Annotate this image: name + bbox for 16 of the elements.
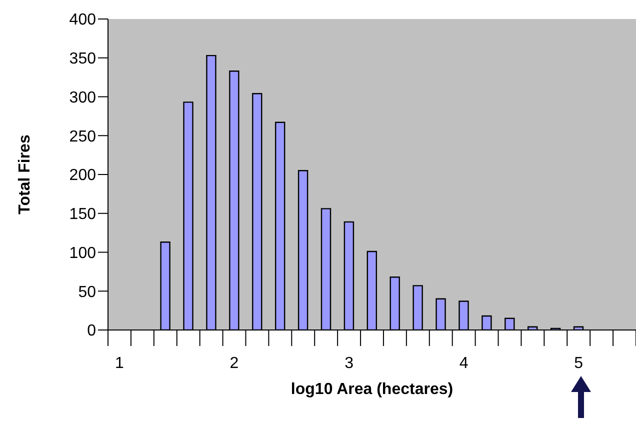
y-tick-label: 0 <box>87 322 96 340</box>
y-tick-label: 250 <box>69 128 96 146</box>
x-axis-title: log10 Area (hectares) <box>290 381 454 398</box>
y-axis-title: Total Fires <box>16 134 34 214</box>
x-tick-label: 2 <box>230 355 239 372</box>
x-tick-label: 3 <box>344 355 354 372</box>
y-tick-label: 100 <box>69 244 96 262</box>
y-tick-label: 350 <box>69 50 96 68</box>
y-tick-label: 300 <box>69 89 96 106</box>
y-tick-label: 200 <box>69 167 96 184</box>
x-tick-label: 1 <box>115 355 124 372</box>
x-tick-label: 4 <box>459 355 468 372</box>
y-tick-label: 150 <box>69 206 96 224</box>
y-tick-label: 50 <box>78 284 96 301</box>
x-tick-label: 5 <box>574 355 584 372</box>
y-tick-label: 400 <box>69 12 96 29</box>
